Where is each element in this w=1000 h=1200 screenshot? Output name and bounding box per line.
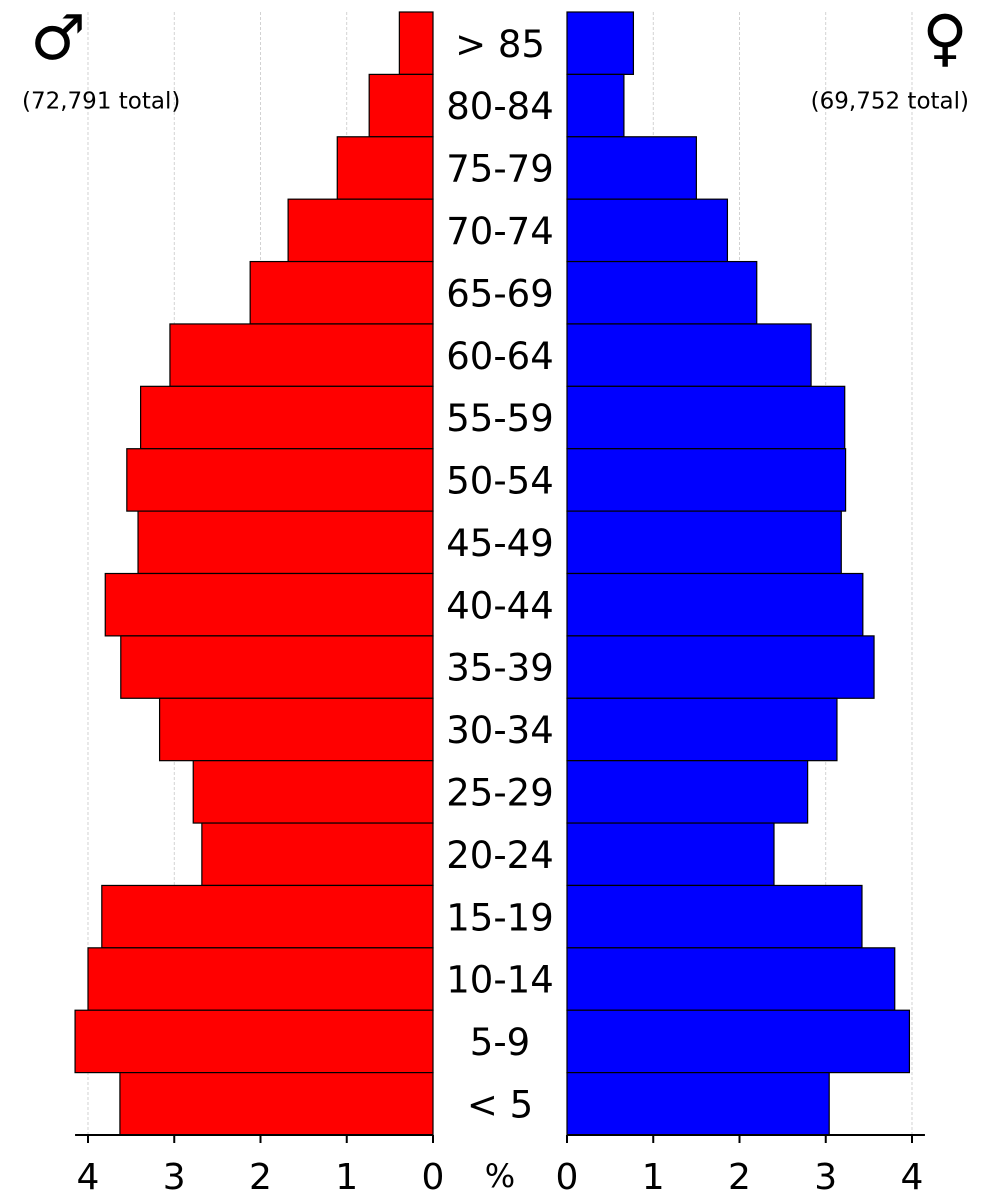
- total-label: (69,752 total): [811, 89, 969, 115]
- sex-symbol: ♂: [30, 1, 86, 74]
- bar: [158, 697, 434, 762]
- category-label: 80-84: [446, 85, 554, 128]
- category-label: 55-59: [446, 397, 554, 440]
- bar: [566, 697, 838, 762]
- bar: [119, 1072, 434, 1136]
- bar: [336, 136, 434, 200]
- category-label: < 5: [467, 1083, 533, 1126]
- bar: [566, 448, 847, 512]
- category-label: 45-49: [446, 522, 554, 565]
- bar: [566, 822, 775, 887]
- bar: [566, 385, 846, 450]
- bar: [566, 572, 864, 637]
- bar: [104, 572, 434, 637]
- x-tick-label: 3: [814, 1157, 837, 1198]
- x-tick-label: 0: [556, 1157, 579, 1198]
- total-label: (72,791 total): [22, 89, 180, 115]
- bar: [566, 11, 635, 75]
- category-label: 10-14: [446, 959, 554, 1002]
- bar: [566, 947, 896, 1011]
- category-label: 15-19: [446, 896, 554, 939]
- category-label: 5-9: [470, 1021, 530, 1064]
- bar: [566, 510, 842, 575]
- bar: [566, 260, 758, 325]
- bar: [566, 1072, 830, 1136]
- category-label: 30-34: [446, 709, 554, 752]
- x-tick-label: 4: [901, 1157, 924, 1198]
- bar: [566, 73, 625, 138]
- category-label: > 85: [455, 23, 545, 66]
- bar: [140, 385, 434, 450]
- bar: [566, 635, 875, 699]
- x-axis-label: %: [485, 1157, 515, 1195]
- x-tick-label: 1: [642, 1157, 665, 1198]
- category-label: 75-79: [446, 148, 554, 191]
- x-tick-label: 2: [249, 1157, 272, 1198]
- bar: [566, 884, 863, 949]
- bar: [368, 73, 434, 138]
- bar: [566, 198, 729, 263]
- category-label: 25-29: [446, 771, 554, 814]
- category-label: 50-54: [446, 460, 554, 503]
- category-label: 60-64: [446, 335, 554, 378]
- bar: [398, 11, 434, 75]
- bar: [120, 635, 434, 699]
- bar: [287, 198, 434, 263]
- bar: [126, 448, 434, 512]
- bar: [74, 1009, 434, 1074]
- bar: [249, 260, 434, 325]
- bar: [87, 947, 434, 1011]
- x-tick-label: 0: [422, 1157, 445, 1198]
- bar: [169, 323, 434, 387]
- category-label: 40-44: [446, 584, 554, 627]
- bar: [566, 136, 697, 200]
- sex-symbol: ♀: [922, 1, 967, 74]
- bar: [101, 884, 434, 949]
- bar: [192, 760, 434, 824]
- x-tick-label: 3: [163, 1157, 186, 1198]
- category-label: 20-24: [446, 834, 554, 877]
- bar: [566, 323, 812, 387]
- bar: [201, 822, 434, 887]
- x-tick-label: 4: [77, 1157, 100, 1198]
- category-label: 70-74: [446, 210, 554, 253]
- x-tick-label: 2: [728, 1157, 751, 1198]
- category-label: 65-69: [446, 272, 554, 315]
- bar: [566, 1009, 911, 1074]
- bar: [137, 510, 434, 575]
- bar: [566, 760, 809, 824]
- x-tick-label: 1: [335, 1157, 358, 1198]
- category-label: 35-39: [446, 647, 554, 690]
